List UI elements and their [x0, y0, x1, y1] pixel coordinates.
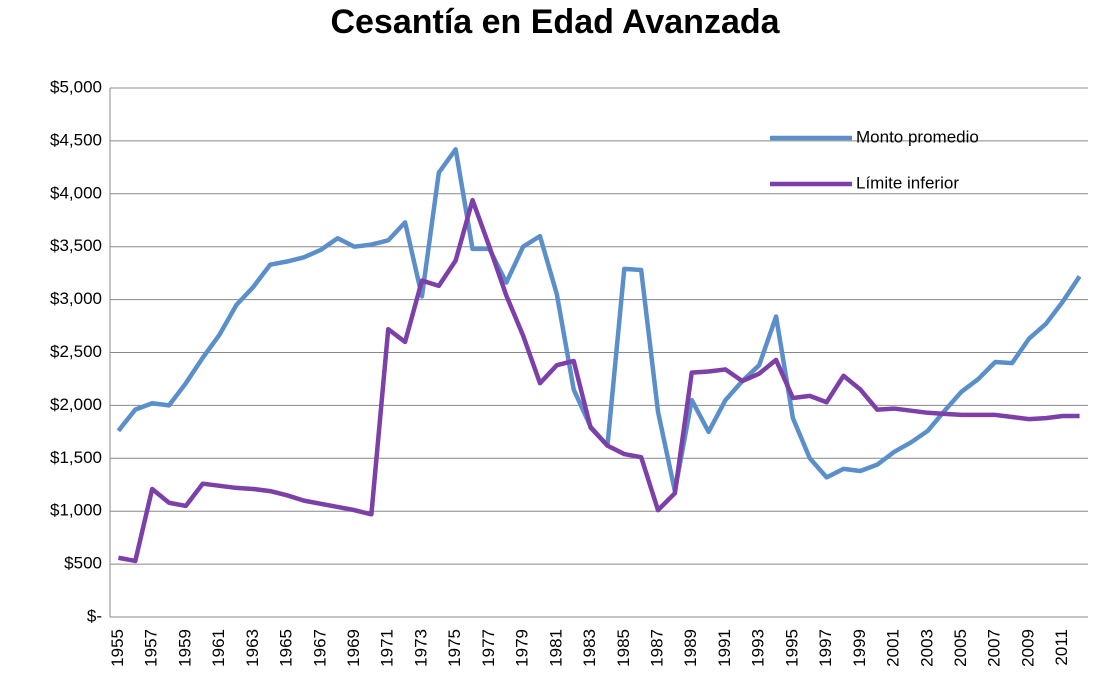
x-tick-label: 2005 [951, 629, 970, 667]
x-tick-label: 1973 [411, 629, 430, 667]
x-tick-label: 2009 [1018, 629, 1037, 667]
x-tick-label: 1975 [445, 629, 464, 667]
x-tick-label: 1995 [782, 629, 801, 667]
y-tick-label: $1,000 [50, 501, 102, 520]
y-tick-label: $4,500 [50, 130, 102, 149]
y-tick-label: $5,000 [50, 77, 102, 96]
y-tick-label: $4,000 [50, 183, 102, 202]
x-tick-label: 1991 [715, 629, 734, 667]
y-tick-label: $3,500 [50, 236, 102, 255]
legend-label: Monto promedio [856, 127, 979, 146]
y-tick-label: $2,500 [50, 342, 102, 361]
y-tick-label: $3,000 [50, 289, 102, 308]
x-tick-label: 2001 [884, 629, 903, 667]
chart-title: Cesantía en Edad Avanzada [330, 3, 780, 41]
x-tick-label: 1965 [277, 629, 296, 667]
x-tick-label: 2003 [917, 629, 936, 667]
x-tick-label: 1985 [614, 629, 633, 667]
x-tick-label: 1981 [546, 629, 565, 667]
y-tick-label: $500 [64, 554, 102, 573]
x-tick-label: 1999 [850, 629, 869, 667]
x-tick-label: 1987 [648, 629, 667, 667]
y-tick-label: $2,000 [50, 395, 102, 414]
legend-label: Límite inferior [856, 173, 959, 192]
x-tick-label: 1967 [310, 629, 329, 667]
x-tick-label: 1997 [816, 629, 835, 667]
x-tick-label: 1977 [479, 629, 498, 667]
x-tick-label: 2007 [985, 629, 1004, 667]
x-tick-label: 1971 [378, 629, 397, 667]
x-tick-label: 1957 [142, 629, 161, 667]
x-tick-label: 2011 [1052, 629, 1071, 666]
x-tick-label: 1959 [175, 629, 194, 667]
y-tick-label: $- [87, 606, 102, 625]
x-tick-label: 1969 [344, 629, 363, 667]
x-tick-label: 1979 [513, 629, 532, 667]
x-tick-label: 1963 [243, 629, 262, 667]
x-tick-label: 1961 [209, 629, 228, 667]
x-tick-label: 1983 [580, 629, 599, 667]
y-tick-label: $1,500 [50, 448, 102, 467]
x-tick-label: 1989 [681, 629, 700, 667]
x-tick-label: 1993 [749, 629, 768, 667]
line-series [118, 197, 1080, 564]
x-tick-label: 1955 [108, 629, 127, 667]
